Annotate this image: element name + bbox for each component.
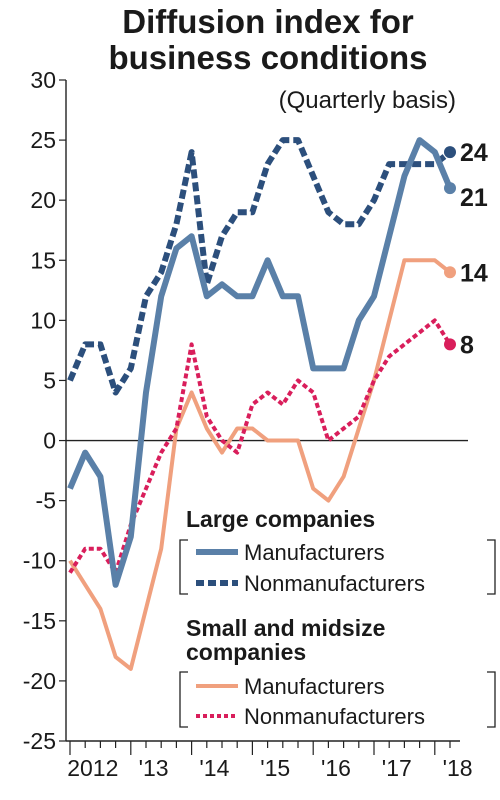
y-tick-label: -25 bbox=[23, 728, 56, 754]
legend-label-large-nonmanufacturers: Nonmanufacturers bbox=[244, 571, 425, 596]
series-line-large-nonmanufacturers bbox=[67, 137, 452, 396]
legend-bracket-left-2 bbox=[179, 671, 188, 728]
end-point-small-manufacturers bbox=[444, 266, 456, 279]
end-label-small-nonmanufacturers: 8 bbox=[460, 331, 474, 359]
x-year-label: '14 bbox=[199, 755, 229, 781]
legend-label-small-nonmanufacturers: Nonmanufacturers bbox=[244, 704, 425, 729]
end-point-large-manufacturers bbox=[444, 182, 456, 195]
x-year-label: '13 bbox=[139, 755, 169, 781]
end-label-large-nonmanufacturers: 24 bbox=[460, 139, 488, 167]
legend-bracket-right-2 bbox=[487, 671, 496, 728]
end-point-large-nonmanufacturers bbox=[444, 146, 456, 159]
legend-large-heading: Large companies bbox=[186, 506, 375, 532]
series-line-small-nonmanufacturers bbox=[68, 318, 452, 575]
x-year-label: '16 bbox=[321, 755, 351, 781]
y-tick-label: 5 bbox=[43, 367, 56, 393]
legend-label-large-manufacturers: Manufacturers bbox=[244, 540, 385, 565]
legend-bracket-right-1 bbox=[487, 539, 496, 595]
y-tick-label: 0 bbox=[43, 428, 56, 454]
x-year-label: '17 bbox=[382, 755, 412, 781]
series-line-large-manufacturers bbox=[67, 137, 453, 588]
y-tick-label: 10 bbox=[30, 307, 56, 333]
end-label-small-manufacturers: 14 bbox=[460, 259, 488, 287]
y-tick-label: 25 bbox=[30, 127, 56, 153]
legend-small-heading-line-1: Small and midsize bbox=[186, 615, 385, 641]
y-tick-label: 30 bbox=[30, 67, 56, 93]
series-layer bbox=[67, 137, 453, 671]
legend: Large companies Manufacturers Nonmanufac… bbox=[179, 506, 496, 729]
chart-title-line-1: Diffusion index for bbox=[122, 3, 414, 40]
y-tick-label: 15 bbox=[30, 247, 56, 273]
chart-subtitle: (Quarterly basis) bbox=[279, 87, 456, 114]
chart-title-line-2: business conditions bbox=[108, 39, 427, 76]
x-year-label: 2012 bbox=[67, 755, 118, 781]
series-line-small-manufacturers bbox=[68, 258, 452, 671]
x-year-label: '15 bbox=[260, 755, 290, 781]
y-tick-label: -20 bbox=[23, 668, 56, 694]
legend-label-small-manufacturers: Manufacturers bbox=[244, 674, 385, 699]
end-markers: 21 24 14 8 bbox=[444, 139, 488, 359]
y-tick-label: -15 bbox=[23, 608, 56, 634]
legend-small-heading-line-2: companies bbox=[186, 639, 306, 665]
y-tick-label: -10 bbox=[23, 548, 56, 574]
x-year-label: '18 bbox=[443, 755, 473, 781]
legend-bracket-left-1 bbox=[179, 539, 188, 595]
end-point-small-nonmanufacturers bbox=[444, 338, 456, 351]
end-label-large-manufacturers: 21 bbox=[460, 184, 488, 212]
y-tick-label: -5 bbox=[36, 488, 56, 514]
y-tick-label: 20 bbox=[30, 187, 56, 213]
axes: 30 25 20 15 10 5 0 -5 -10 -15 -20 -25 2012 '13 '14 '15 '… bbox=[23, 67, 473, 781]
